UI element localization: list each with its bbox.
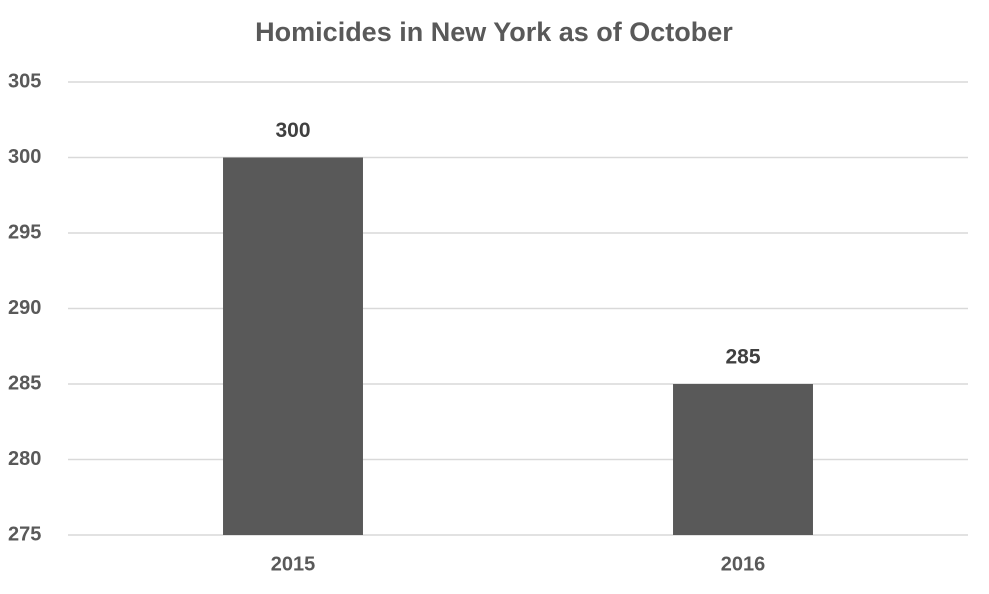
y-tick-label: 290	[8, 297, 41, 319]
y-tick-label: 300	[8, 146, 41, 168]
bar	[673, 384, 813, 535]
y-tick-label: 305	[8, 70, 41, 92]
y-tick-label: 275	[8, 523, 41, 545]
y-tick-label: 280	[8, 448, 41, 470]
data-label: 300	[275, 119, 310, 142]
x-tick-label: 2015	[271, 553, 316, 575]
bar	[223, 157, 363, 535]
y-tick-label: 295	[8, 221, 41, 243]
y-tick-label: 285	[8, 372, 41, 394]
data-label: 285	[725, 346, 760, 369]
x-tick-label: 2016	[721, 553, 766, 575]
chart-title: Homicides in New York as of October	[255, 17, 733, 47]
